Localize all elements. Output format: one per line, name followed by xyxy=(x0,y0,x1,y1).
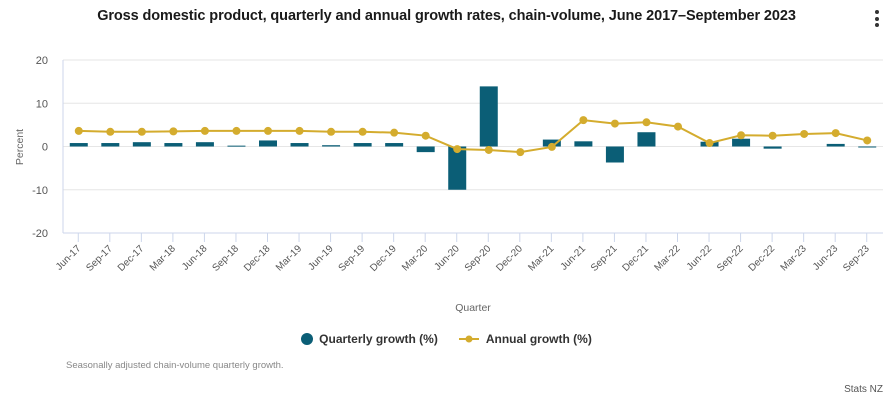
x-tick-label: Dec-18 xyxy=(242,243,273,274)
x-tick-label: Mar-22 xyxy=(652,243,682,273)
x-tick-label: Jun-21 xyxy=(559,243,589,273)
quarterly-bar[interactable] xyxy=(69,143,88,147)
annual-point[interactable] xyxy=(358,127,367,136)
annual-point[interactable] xyxy=(390,128,399,137)
annual-point[interactable] xyxy=(579,116,588,125)
quarterly-bar[interactable] xyxy=(416,146,435,153)
annual-point[interactable] xyxy=(74,126,83,135)
annual-point[interactable] xyxy=(200,126,209,135)
x-tick-label: Dec-21 xyxy=(621,243,652,274)
x-tick-label: Jun-22 xyxy=(685,243,715,273)
chart-credit: Stats NZ xyxy=(844,384,883,395)
legend-circle-icon xyxy=(301,333,314,345)
legend: Quarterly growth (%) Annual growth (%) xyxy=(0,332,893,346)
x-tick-label: Mar-21 xyxy=(526,243,556,273)
annual-point[interactable] xyxy=(831,129,840,138)
x-tick-label: Dec-19 xyxy=(368,243,399,274)
quarterly-bar[interactable] xyxy=(448,146,467,190)
legend-label-quarterly: Quarterly growth (%) xyxy=(319,332,438,346)
legend-item-quarterly[interactable]: Quarterly growth (%) xyxy=(301,332,438,346)
x-tick-label: Dec-22 xyxy=(747,243,778,274)
y-tick-label: 10 xyxy=(36,98,48,110)
legend-label-annual: Annual growth (%) xyxy=(485,332,592,346)
y-tick-label: -10 xyxy=(32,185,48,197)
x-tick-label: Mar-19 xyxy=(274,243,304,273)
annual-line-path xyxy=(78,119,868,154)
annual-point[interactable] xyxy=(863,136,872,145)
annual-point[interactable] xyxy=(800,129,809,138)
quarterly-bar[interactable] xyxy=(732,138,751,147)
quarterly-bar[interactable] xyxy=(195,142,214,147)
x-tick-label: Sep-20 xyxy=(463,243,494,274)
x-axis: Jun-17 Sep-17 Dec-17 Mar-18 Jun-18 Sep-18 Dec-… xyxy=(54,232,883,274)
annual-line xyxy=(74,116,872,157)
x-tick-label: Jun-19 xyxy=(306,243,336,273)
x-tick-label: Mar-23 xyxy=(779,243,809,273)
annual-point[interactable] xyxy=(169,127,178,136)
quarterly-bar[interactable] xyxy=(164,143,183,147)
x-tick-label: Mar-20 xyxy=(400,243,430,273)
x-tick-label: Sep-18 xyxy=(211,243,242,274)
x-tick-label: Dec-17 xyxy=(116,243,147,274)
quarterly-bar[interactable] xyxy=(479,86,498,147)
annual-point[interactable] xyxy=(610,119,619,128)
quarterly-bar[interactable] xyxy=(605,146,624,163)
annual-point[interactable] xyxy=(295,126,304,135)
quarterly-bar[interactable] xyxy=(259,140,277,147)
annual-point[interactable] xyxy=(484,145,493,154)
x-tick-label: Sep-21 xyxy=(589,243,620,274)
chart-title: Gross domestic product, quarterly and an… xyxy=(97,8,796,24)
annual-point[interactable] xyxy=(642,118,651,127)
quarterly-bar[interactable] xyxy=(227,145,246,147)
x-tick-label: Dec-20 xyxy=(494,243,525,274)
legend-line-marker-icon xyxy=(458,335,479,343)
y-tick-label: 20 xyxy=(36,55,48,67)
annual-point[interactable] xyxy=(674,122,682,131)
quarterly-bar[interactable] xyxy=(826,143,845,147)
y-axis-label: Percent xyxy=(14,129,26,165)
x-tick-label: Jun-20 xyxy=(432,243,462,273)
chart-note: Seasonally adjusted chain-volume quarter… xyxy=(66,360,284,371)
y-tick-label: -20 xyxy=(32,228,48,240)
annual-point[interactable] xyxy=(264,126,272,135)
vertical-ellipsis-icon xyxy=(872,10,882,27)
chart-menu-button[interactable] xyxy=(872,10,882,32)
quarterly-bar[interactable] xyxy=(322,145,341,147)
quarterly-bar[interactable] xyxy=(101,143,120,147)
annual-point[interactable] xyxy=(516,148,525,157)
quarterly-bar[interactable] xyxy=(290,143,309,147)
quarterly-bar[interactable] xyxy=(385,143,404,147)
annual-point[interactable] xyxy=(137,127,146,136)
annual-point[interactable] xyxy=(453,145,462,154)
x-tick-label: Jun-23 xyxy=(811,243,841,273)
quarterly-bar[interactable] xyxy=(637,132,656,147)
x-tick-label: Sep-19 xyxy=(337,243,368,274)
annual-point[interactable] xyxy=(421,131,430,140)
quarterly-bar[interactable] xyxy=(353,143,372,147)
x-axis-label: Quarter xyxy=(455,302,491,314)
annual-point[interactable] xyxy=(327,127,336,136)
x-tick-label: Sep-22 xyxy=(715,243,746,274)
y-tick-label: 0 xyxy=(42,142,48,154)
x-tick-label: Mar-18 xyxy=(148,243,178,273)
quarterly-bar[interactable] xyxy=(574,141,593,147)
annual-point[interactable] xyxy=(547,142,556,151)
annual-point[interactable] xyxy=(106,127,115,136)
quarterly-bars xyxy=(69,86,877,190)
quarterly-bar[interactable] xyxy=(858,146,877,148)
grid-lines xyxy=(62,59,883,233)
annual-point[interactable] xyxy=(232,126,241,135)
x-tick-label: Sep-17 xyxy=(84,243,115,274)
legend-item-annual[interactable]: Annual growth (%) xyxy=(458,332,592,346)
x-tick-label: Jun-17 xyxy=(54,243,84,273)
y-axis-ticks: 20 10 0 -10 -20 xyxy=(32,55,48,240)
quarterly-bar[interactable] xyxy=(763,146,782,149)
x-tick-label: Jun-18 xyxy=(180,243,210,273)
annual-point[interactable] xyxy=(768,131,777,140)
annual-point[interactable] xyxy=(705,139,714,148)
annual-point[interactable] xyxy=(737,131,746,140)
x-tick-label: Sep-23 xyxy=(841,243,872,274)
quarterly-bar[interactable] xyxy=(132,142,151,147)
